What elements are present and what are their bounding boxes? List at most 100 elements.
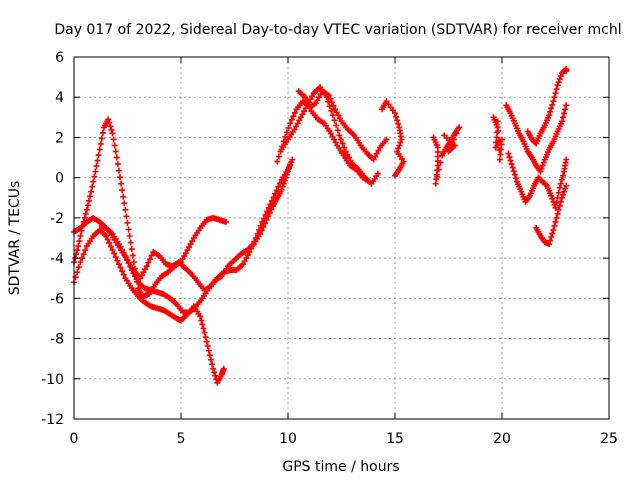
data-point	[559, 191, 566, 198]
data-point	[435, 166, 442, 173]
y-tick-label: 6	[55, 50, 64, 66]
data-point	[562, 185, 569, 192]
data-point	[563, 182, 570, 189]
data-point	[556, 202, 563, 209]
data-point	[339, 140, 346, 147]
data-point	[220, 365, 227, 372]
data-point	[146, 256, 153, 263]
data-point	[206, 352, 213, 359]
data-point	[556, 76, 563, 83]
data-point	[395, 145, 402, 152]
data-point	[297, 114, 304, 121]
data-point	[302, 94, 309, 101]
data-point	[546, 112, 553, 119]
data-point	[450, 136, 457, 143]
data-point	[341, 144, 348, 151]
data-point	[91, 173, 98, 180]
y-tick-label: 4	[55, 90, 64, 106]
data-point	[396, 142, 403, 149]
data-point	[76, 238, 83, 245]
data-point	[117, 264, 124, 271]
data-point	[552, 218, 559, 225]
data-point	[81, 214, 88, 221]
data-point	[328, 107, 335, 114]
data-point	[125, 226, 132, 233]
data-point	[550, 226, 557, 233]
data-point	[548, 233, 555, 240]
data-point	[511, 171, 518, 178]
data-point	[329, 133, 336, 140]
data-point	[559, 114, 566, 121]
marks-layer	[71, 66, 570, 386]
data-point	[550, 98, 557, 105]
data-point	[203, 338, 210, 345]
data-point	[372, 153, 379, 160]
data-point	[122, 206, 129, 213]
data-point	[561, 110, 568, 117]
series-track-i	[430, 124, 463, 187]
data-point	[128, 246, 135, 253]
data-point	[244, 252, 251, 259]
data-point	[561, 188, 568, 195]
data-point	[289, 156, 296, 163]
data-point	[262, 211, 269, 218]
data-point	[325, 98, 332, 105]
data-point	[548, 105, 555, 112]
data-point	[307, 96, 314, 103]
data-point	[555, 79, 562, 86]
data-point	[77, 259, 84, 266]
data-point	[331, 136, 338, 143]
data-point	[114, 257, 121, 264]
data-point	[437, 159, 444, 166]
data-point	[495, 127, 502, 134]
data-point	[89, 183, 96, 190]
data-point	[496, 156, 503, 163]
data-point	[434, 173, 441, 180]
x-tick-label: 0	[70, 431, 79, 447]
data-point	[557, 198, 564, 205]
data-point	[546, 241, 553, 248]
data-point	[249, 242, 256, 249]
data-point	[198, 317, 205, 324]
data-point	[82, 210, 89, 217]
data-point	[549, 230, 556, 237]
data-point	[305, 101, 312, 108]
data-point	[453, 130, 460, 137]
data-point	[556, 184, 563, 191]
data-point	[547, 108, 554, 115]
data-point	[537, 168, 544, 175]
data-point	[179, 256, 186, 263]
series-track-l	[505, 150, 570, 211]
data-point	[332, 139, 339, 146]
data-point	[79, 255, 86, 262]
data-point	[510, 168, 517, 175]
data-point	[553, 86, 560, 93]
series-track-d	[98, 156, 296, 294]
data-point	[374, 170, 381, 177]
series-track-c	[71, 226, 227, 386]
x-tick-label: 25	[600, 431, 618, 447]
series-track-b	[71, 116, 229, 300]
y-tick-label: -12	[41, 412, 64, 428]
data-point	[94, 157, 101, 164]
data-point	[542, 181, 549, 188]
data-point	[256, 226, 263, 233]
data-point	[109, 247, 116, 254]
data-point	[264, 208, 271, 215]
data-point	[291, 126, 298, 133]
y-axis-label: SDTVAR / TECUs	[7, 181, 23, 296]
data-point	[373, 150, 380, 157]
data-point	[275, 183, 282, 190]
data-point	[323, 94, 330, 101]
data-point	[506, 154, 513, 161]
data-point	[389, 107, 396, 114]
data-point	[129, 252, 136, 259]
data-point	[549, 101, 556, 108]
data-point	[395, 120, 402, 127]
data-point	[106, 119, 113, 126]
data-point	[558, 176, 565, 183]
data-point	[124, 219, 131, 226]
data-point	[114, 161, 121, 168]
data-point	[85, 197, 92, 204]
data-point	[142, 266, 149, 273]
